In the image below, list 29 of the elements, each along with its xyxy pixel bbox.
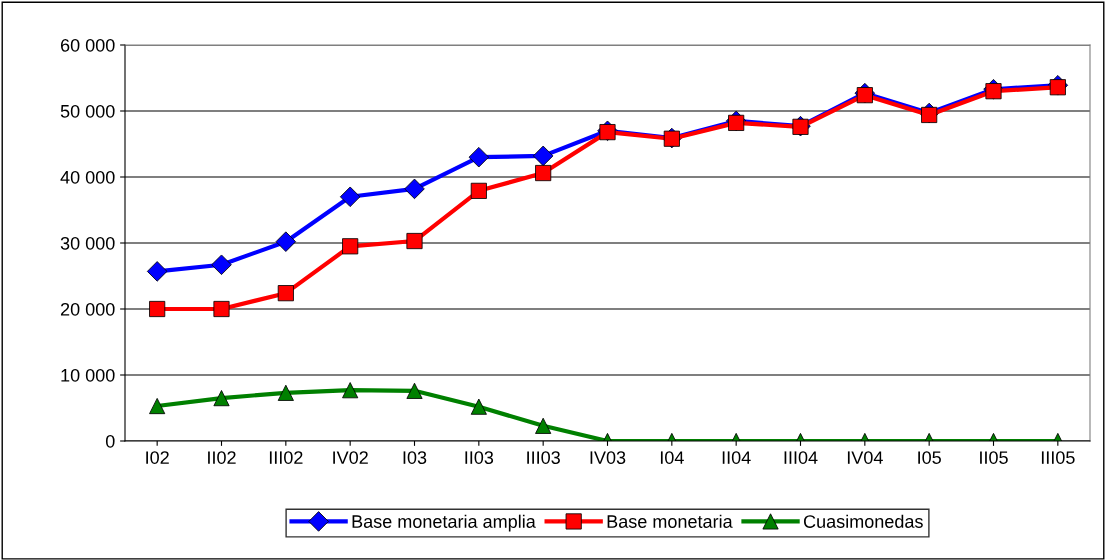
- point: [535, 164, 552, 182]
- x-tick-label: I03: [403, 451, 427, 464]
- y-tick-label: 0: [105, 434, 115, 448]
- y-tick-label: 50 000: [60, 104, 115, 118]
- point: [211, 254, 232, 276]
- y-tick-label: 20 000: [60, 302, 115, 316]
- x-tick-label: III05: [1041, 451, 1075, 464]
- y-tick-label: 40 000: [60, 170, 115, 184]
- x-tick-label: II03: [465, 451, 494, 464]
- x-tick-label: II04: [722, 451, 751, 464]
- x-tick-label: I05: [918, 451, 941, 464]
- x-tick-label: II05: [980, 451, 1008, 464]
- legend-label: Base monetaria: [607, 514, 733, 528]
- legend-label: Cuasimonedas: [803, 514, 923, 528]
- x-tick-label: I04: [660, 451, 684, 464]
- x-tick-label: IV04: [847, 451, 883, 464]
- y-tick-label: 10 000: [61, 368, 115, 382]
- y-tick-label: 30 000: [60, 236, 115, 250]
- point: [406, 232, 423, 250]
- x-tick-label: IV02: [333, 451, 368, 464]
- x-tick-label: III02: [269, 451, 303, 464]
- x-tick-label: I02: [146, 451, 169, 464]
- x-tick-label: IV03: [590, 451, 626, 464]
- point: [213, 300, 230, 318]
- x-tick-label: III03: [527, 451, 560, 464]
- legend-label: Base monetaria amplia: [352, 514, 536, 532]
- y-tick-label: 60 000: [60, 38, 115, 52]
- x-tick-label: II02: [208, 451, 236, 464]
- x-tick-label: III04: [784, 451, 818, 464]
